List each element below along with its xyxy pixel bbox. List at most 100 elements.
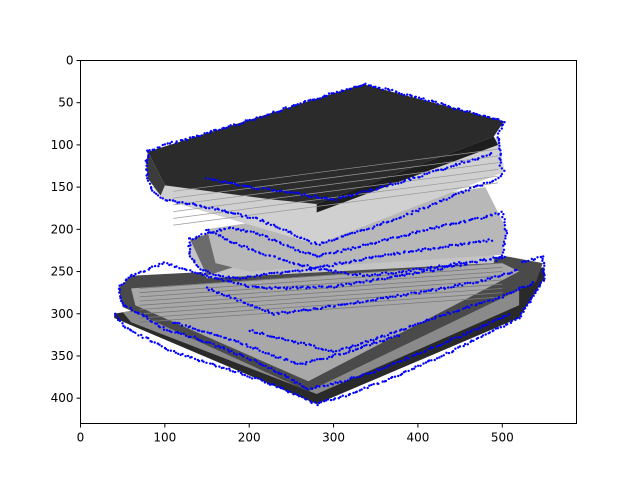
edge-marker: [156, 194, 160, 197]
edge-marker: [542, 279, 546, 282]
edge-marker: [438, 356, 441, 359]
edge-marker: [214, 232, 218, 235]
edge-marker: [542, 268, 545, 271]
edge-marker: [415, 230, 419, 233]
edge-marker: [304, 252, 307, 255]
edge-marker: [290, 191, 293, 194]
edge-marker: [324, 252, 327, 255]
edge-marker: [321, 348, 324, 351]
edge-marker: [245, 230, 249, 233]
edge-marker: [460, 243, 464, 246]
edge-marker: [259, 219, 262, 223]
edge-marker: [313, 344, 316, 347]
edge-marker: [307, 239, 311, 243]
edge-marker: [395, 217, 398, 221]
edge-marker: [194, 327, 197, 331]
edge-marker: [541, 259, 544, 262]
edge-marker: [284, 106, 287, 109]
edge-marker: [435, 225, 438, 228]
edge-marker: [261, 350, 265, 354]
edge-marker: [235, 241, 238, 245]
edge-marker: [375, 341, 378, 345]
edge-marker: [213, 277, 217, 280]
edge-marker: [319, 268, 323, 271]
edge-marker: [414, 95, 417, 99]
edge-marker: [255, 274, 259, 277]
edge-marker: [384, 379, 387, 383]
edge-marker: [464, 110, 467, 114]
edge-marker: [294, 249, 297, 252]
edge-marker: [409, 269, 412, 273]
edge-marker: [424, 349, 427, 353]
edge-marker: [466, 343, 469, 346]
edge-marker: [272, 354, 275, 357]
edge-marker: [213, 363, 216, 366]
edge-marker: [344, 248, 347, 251]
edge-marker: [398, 274, 402, 277]
edge-marker: [422, 362, 425, 365]
edge-marker: [478, 114, 481, 117]
edge-marker: [443, 265, 446, 268]
edge-marker: [196, 272, 199, 275]
edge-marker: [243, 301, 247, 305]
edge-marker: [275, 189, 278, 193]
edge-marker: [371, 255, 374, 259]
edge-marker: [209, 341, 212, 344]
edge-marker: [338, 349, 341, 352]
edge-marker: [182, 332, 185, 335]
edge-marker: [298, 270, 301, 273]
edge-marker: [507, 313, 511, 316]
edge-marker: [281, 310, 284, 313]
edge-marker: [242, 355, 245, 358]
edge-marker: [241, 184, 244, 187]
edge-marker: [314, 346, 317, 350]
edge-marker: [281, 337, 285, 340]
edge-marker: [462, 262, 466, 265]
edge-marker: [400, 360, 403, 363]
edge-marker: [490, 276, 493, 279]
edge-marker: [475, 261, 478, 264]
edge-marker: [438, 264, 441, 267]
edge-marker: [521, 260, 524, 264]
edge-marker: [368, 384, 371, 387]
edge-marker: [204, 206, 208, 210]
edge-marker: [244, 119, 247, 122]
page-line: [139, 288, 503, 315]
edge-marker: [472, 339, 475, 343]
edge-marker: [306, 309, 310, 312]
edge-marker: [331, 198, 335, 201]
edge-marker: [386, 184, 389, 188]
edge-marker: [349, 87, 353, 91]
edge-marker: [305, 268, 308, 272]
edge-marker: [278, 227, 281, 230]
edge-marker: [161, 262, 164, 266]
edge-marker: [424, 99, 427, 102]
edge-marker: [295, 381, 299, 384]
edge-marker: [403, 93, 406, 97]
edge-marker: [394, 182, 397, 186]
edge-marker: [499, 153, 502, 157]
edge-marker: [203, 132, 206, 135]
edge-marker: [134, 331, 137, 334]
edge-marker: [232, 212, 235, 215]
edge-marker: [426, 228, 429, 232]
edge-marker: [351, 344, 354, 347]
edge-marker: [374, 299, 377, 302]
edge-marker: [393, 253, 396, 256]
edge-marker: [419, 364, 422, 367]
edge-marker: [469, 260, 472, 264]
edge-marker: [356, 192, 359, 195]
edge-marker: [294, 269, 297, 272]
edge-marker: [148, 182, 152, 185]
edge-marker: [431, 346, 435, 350]
edge-marker: [175, 140, 178, 143]
edge-marker: [460, 160, 463, 163]
edge-marker: [114, 312, 117, 315]
edge-marker: [454, 222, 458, 225]
edge-marker: [498, 147, 501, 150]
edge-marker: [502, 315, 505, 318]
edge-marker: [330, 92, 333, 95]
edge-marker: [197, 359, 201, 363]
edge-marker: [277, 336, 281, 339]
edge-marker: [389, 331, 393, 335]
